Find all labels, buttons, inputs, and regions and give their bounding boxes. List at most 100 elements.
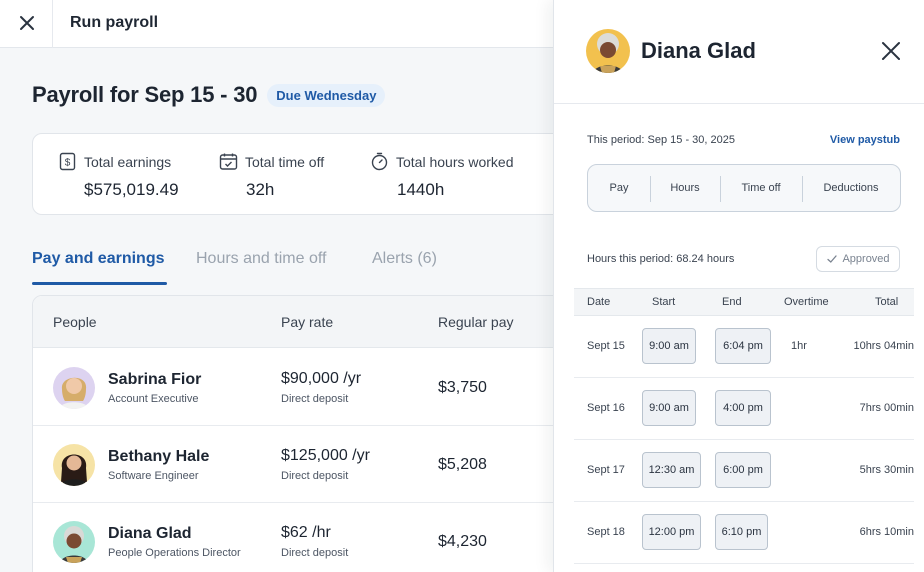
segment-divider [650, 176, 651, 202]
segmented-control: Pay Hours Time off Deductions [587, 164, 901, 212]
table-row[interactable]: Sabrina Fior Account Executive $90,000 /… [33, 349, 560, 426]
timesheet-row: Sept 15 9:00 am 6:04 pm 1hr 10hrs 04min [574, 316, 914, 378]
total-hours: 6hrs 10min [859, 526, 914, 538]
start-time-field[interactable]: 12:00 pm [642, 514, 701, 550]
segment-hours[interactable]: Hours [670, 182, 700, 194]
pay-method: Direct deposit [281, 547, 349, 559]
avatar [53, 444, 95, 486]
segment-deductions[interactable]: Deductions [823, 182, 879, 194]
page-title: Run payroll [70, 14, 159, 31]
tab-alerts[interactable]: Alerts (6) [372, 250, 437, 267]
person-name: Bethany Hale [108, 448, 210, 465]
pay-rate: $62 /hr [281, 524, 331, 541]
employee-name: Diana Glad [641, 38, 756, 63]
avatar [586, 29, 630, 73]
total-hours: 7hrs 00min [859, 402, 914, 414]
stat-value: $575,019.49 [84, 180, 179, 199]
segment-divider [720, 176, 721, 202]
timesheet-row: Sept 16 9:00 am 4:00 pm 7hrs 00min [574, 378, 914, 440]
start-time-field[interactable]: 12:30 am [642, 452, 701, 488]
calendar-check-icon [219, 153, 238, 170]
approved-label: Approved [842, 253, 890, 265]
column-header-people: People [53, 314, 97, 330]
timesheet-row: Sept 17 12:30 am 6:00 pm 5hrs 30min [574, 440, 914, 502]
start-time-field[interactable]: 9:00 am [642, 328, 696, 364]
people-table: People Pay rate Regular pay Sabrina Fior… [32, 295, 560, 572]
start-time-field[interactable]: 9:00 am [642, 390, 696, 426]
active-tab-indicator [32, 282, 167, 285]
pay-rate: $90,000 /yr [281, 370, 362, 387]
stat-label: Total earnings [84, 153, 172, 170]
timesheet-row: Sept 18 12:00 pm 6:10 pm 6hrs 10min [574, 502, 914, 564]
top-bar: Run payroll [0, 0, 560, 48]
stat-label: Total time off [245, 153, 325, 170]
person-role: Account Executive [108, 393, 199, 405]
column-header-end: End [722, 296, 742, 308]
tab-bar: Pay and earnings Hours and time off Aler… [32, 248, 560, 286]
stat-label: Total hours worked [396, 153, 514, 170]
panel-header: Diana Glad [554, 0, 924, 104]
row-date: Sept 18 [587, 526, 625, 538]
person-name: Diana Glad [108, 525, 192, 542]
stat-value: 32h [246, 180, 275, 199]
row-date: Sept 16 [587, 402, 625, 414]
column-header-date: Date [587, 296, 611, 308]
svg-text:$: $ [65, 158, 71, 169]
end-time-field[interactable]: 6:10 pm [715, 514, 768, 550]
timesheet-header: Date Start End Overtime Total [574, 288, 914, 316]
approved-status-button[interactable]: Approved [816, 246, 900, 272]
pay-method: Direct deposit [281, 393, 349, 405]
person-role: Software Engineer [108, 470, 199, 482]
table-row[interactable]: Diana Glad People Operations Director $6… [33, 503, 560, 572]
column-header-overtime: Overtime [784, 296, 829, 308]
row-date: Sept 15 [587, 340, 625, 352]
segment-pay[interactable]: Pay [609, 182, 629, 194]
segment-time-off[interactable]: Time off [741, 182, 781, 194]
table-header: People Pay rate Regular pay [33, 296, 560, 348]
stopwatch-icon [371, 152, 388, 171]
column-header-start: Start [652, 296, 676, 308]
regular-pay: $4,230 [438, 533, 487, 550]
timesheet-table: Date Start End Overtime Total Sept 15 9:… [574, 288, 914, 572]
close-icon[interactable] [880, 40, 902, 62]
summary-stats-card: $ Total earnings $575,019.49 Total time … [32, 133, 560, 215]
topbar-divider [52, 0, 53, 48]
stat-total-time-off: Total time off 32h [219, 152, 324, 200]
regular-pay: $3,750 [438, 379, 487, 396]
pay-rate: $125,000 /yr [281, 447, 370, 464]
person-name: Sabrina Fior [108, 371, 202, 388]
close-icon[interactable] [16, 12, 38, 34]
segment-divider [802, 176, 803, 202]
employee-detail-panel: Diana Glad This period: Sep 15 - 30, 202… [553, 0, 924, 572]
regular-pay: $5,208 [438, 456, 487, 473]
avatar [53, 367, 95, 409]
checkmark-icon [827, 255, 838, 263]
column-header-regular-pay: Regular pay [438, 314, 514, 330]
end-time-field[interactable]: 6:00 pm [715, 452, 771, 488]
tab-pay-and-earnings[interactable]: Pay and earnings [32, 250, 165, 267]
table-row[interactable]: Bethany Hale Software Engineer $125,000 … [33, 426, 560, 503]
hours-summary: Hours this period: 68.24 hours [587, 253, 735, 265]
payroll-heading: Payroll for Sep 15 - 30 [32, 82, 258, 107]
column-header-total: Total [875, 296, 899, 308]
tab-hours-and-time-off[interactable]: Hours and time off [196, 250, 327, 267]
view-paystub-link[interactable]: View paystub [829, 134, 900, 146]
column-header-pay-rate: Pay rate [281, 314, 334, 330]
payroll-main-panel: Run payroll Payroll for Sep 15 - 30 Due … [0, 0, 560, 572]
dollar-document-icon: $ [59, 152, 76, 171]
payroll-header: Payroll for Sep 15 - 30 Due Wednesday [32, 82, 386, 108]
end-time-field[interactable]: 4:00 pm [715, 390, 771, 426]
row-date: Sept 17 [587, 464, 625, 476]
end-time-field[interactable]: 6:04 pm [715, 328, 771, 364]
period-label: This period: Sep 15 - 30, 2025 [587, 134, 735, 146]
stat-value: 1440h [397, 180, 445, 199]
total-hours: 10hrs 04min [853, 340, 914, 352]
person-role: People Operations Director [108, 547, 241, 559]
total-hours: 5hrs 30min [859, 464, 914, 476]
avatar [53, 521, 95, 563]
stat-total-earnings: $ Total earnings $575,019.49 [58, 152, 179, 200]
stat-total-hours-worked: Total hours worked 1440h [370, 152, 514, 200]
overtime-value: 1hr [791, 340, 807, 352]
pay-method: Direct deposit [281, 470, 349, 482]
due-badge: Due Wednesday [267, 83, 386, 107]
